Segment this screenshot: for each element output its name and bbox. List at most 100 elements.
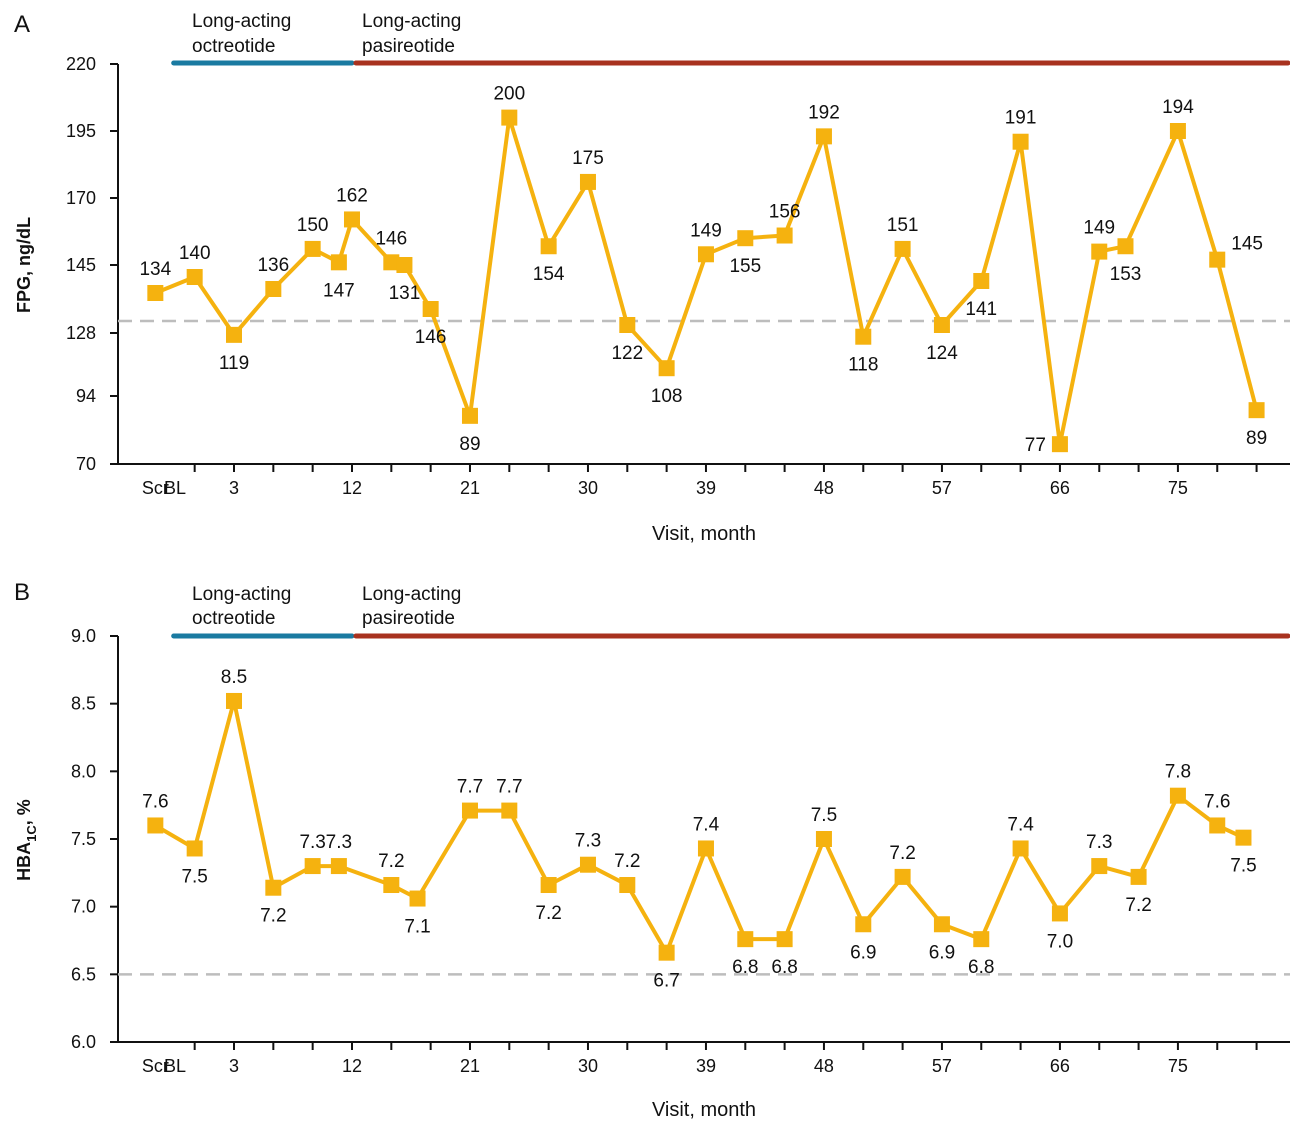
data-label: 131 — [389, 283, 421, 304]
data-label: 192 — [808, 102, 840, 123]
data-point-marker — [894, 240, 911, 257]
data-point-marker — [1209, 251, 1226, 268]
data-label: 7.2 — [889, 843, 915, 864]
data-point-marker — [1012, 133, 1029, 150]
data-label: 191 — [1005, 108, 1037, 129]
octreotide-label-line1: Long-acting — [192, 11, 291, 32]
y-tick-label: 128 — [66, 323, 96, 343]
data-point-marker — [737, 931, 754, 948]
data-label: 7.2 — [614, 851, 640, 872]
panel-a: A Long-acting octreotide Long-acting pas… — [14, 11, 1290, 545]
data-label: 7.2 — [535, 903, 561, 924]
x-tick-label: 48 — [814, 1056, 834, 1076]
y-tick-label: 8.0 — [71, 761, 96, 781]
data-point-marker — [619, 317, 636, 333]
data-label: 7.6 — [1204, 791, 1230, 812]
fpg-series: 134 140 119 136 150 147 162 146 131 146 89 200 154 17… — [139, 84, 1267, 457]
x-tick-label: 39 — [696, 478, 716, 498]
panel-letter-b: B — [14, 579, 30, 606]
octreotide-label-line1: Long-acting — [192, 584, 291, 605]
data-point-marker — [1117, 238, 1134, 255]
data-label: 7.3 — [326, 832, 352, 853]
x-tick-label: 39 — [696, 1056, 716, 1076]
x-tick-label: 12 — [342, 1056, 362, 1076]
data-label: 7.8 — [1165, 762, 1191, 783]
y-tick-label: 7.5 — [71, 829, 96, 849]
x-tick-label: 48 — [814, 478, 834, 498]
data-point-marker — [776, 227, 793, 244]
y-tick-label: 6.5 — [71, 964, 96, 984]
pasireotide-label-line2: pasireotide — [362, 36, 455, 57]
x-tick-label: 12 — [342, 478, 362, 498]
data-point-marker — [343, 211, 360, 228]
x-tick-label: 66 — [1050, 1056, 1070, 1076]
x-tick-label: 3 — [229, 1056, 239, 1076]
data-point-marker — [147, 817, 164, 834]
data-point-marker — [855, 328, 872, 345]
data-point-marker — [933, 317, 950, 333]
data-label: 194 — [1162, 97, 1194, 118]
x-tick-label: 75 — [1168, 478, 1188, 498]
data-point-marker — [1091, 858, 1108, 875]
data-point-marker — [697, 840, 714, 857]
data-label: 89 — [459, 434, 480, 455]
data-point-marker — [540, 238, 557, 255]
data-label: 7.5 — [1230, 856, 1256, 877]
data-point-marker — [501, 109, 518, 126]
octreotide-label-line2: octreotide — [192, 608, 275, 629]
y-tick-label: 195 — [66, 121, 96, 141]
data-point-marker — [697, 246, 714, 263]
data-label: 7.2 — [260, 906, 286, 927]
y-axis-title: HBA1C, % — [14, 799, 39, 881]
data-label: 6.8 — [771, 957, 797, 978]
x-axis-title: Visit, month — [652, 1099, 756, 1121]
data-point-marker — [1169, 123, 1186, 139]
y-axis-ticks: 70 94 128 145 170 195 220 — [66, 54, 118, 474]
x-tick-label: 66 — [1050, 478, 1070, 498]
x-tick-label: 57 — [932, 1056, 952, 1076]
x-tick-label: 3 — [229, 478, 239, 498]
x-tick-label: BL — [164, 478, 186, 498]
y-tick-label: 145 — [66, 255, 96, 275]
data-point-marker — [619, 877, 636, 894]
y-tick-label: 6.0 — [71, 1032, 96, 1052]
data-label: 151 — [887, 215, 919, 236]
data-point-marker — [186, 269, 203, 285]
data-label: 7.3 — [299, 832, 325, 853]
data-label: 7.4 — [1007, 814, 1034, 835]
data-label: 153 — [1110, 264, 1142, 285]
data-point-marker — [579, 856, 596, 873]
data-point-marker — [540, 877, 557, 894]
data-point-marker — [501, 802, 518, 819]
x-axis-title: Visit, month — [652, 523, 756, 545]
data-point-marker — [226, 692, 242, 709]
data-label: 6.9 — [929, 942, 955, 963]
y-tick-label: 220 — [66, 54, 96, 74]
y-tick-label: 8.5 — [71, 694, 96, 714]
data-label: 6.8 — [732, 957, 758, 978]
data-point-marker — [658, 944, 675, 961]
data-label: 122 — [611, 343, 643, 364]
data-point-marker — [330, 254, 347, 271]
data-label: 7.1 — [404, 917, 430, 938]
data-label: 154 — [533, 264, 565, 285]
data-label: 7.7 — [496, 777, 522, 798]
x-tick-label: 21 — [460, 478, 480, 498]
panel-b: B Long-acting octreotide Long-acting pas… — [14, 579, 1290, 1121]
data-label: 156 — [769, 202, 801, 223]
data-point-marker — [265, 879, 282, 896]
data-point-marker — [396, 257, 413, 273]
data-label: 6.9 — [850, 942, 876, 963]
data-label: 89 — [1246, 428, 1267, 449]
pasireotide-label-line1: Long-acting — [362, 584, 461, 605]
data-point-marker — [933, 916, 950, 933]
data-point-marker — [461, 407, 478, 424]
y-tick-label: 94 — [76, 386, 96, 406]
data-label: 162 — [336, 185, 368, 206]
data-point-marker — [658, 360, 675, 377]
data-point-marker — [265, 281, 282, 297]
data-point-marker — [1130, 868, 1147, 885]
